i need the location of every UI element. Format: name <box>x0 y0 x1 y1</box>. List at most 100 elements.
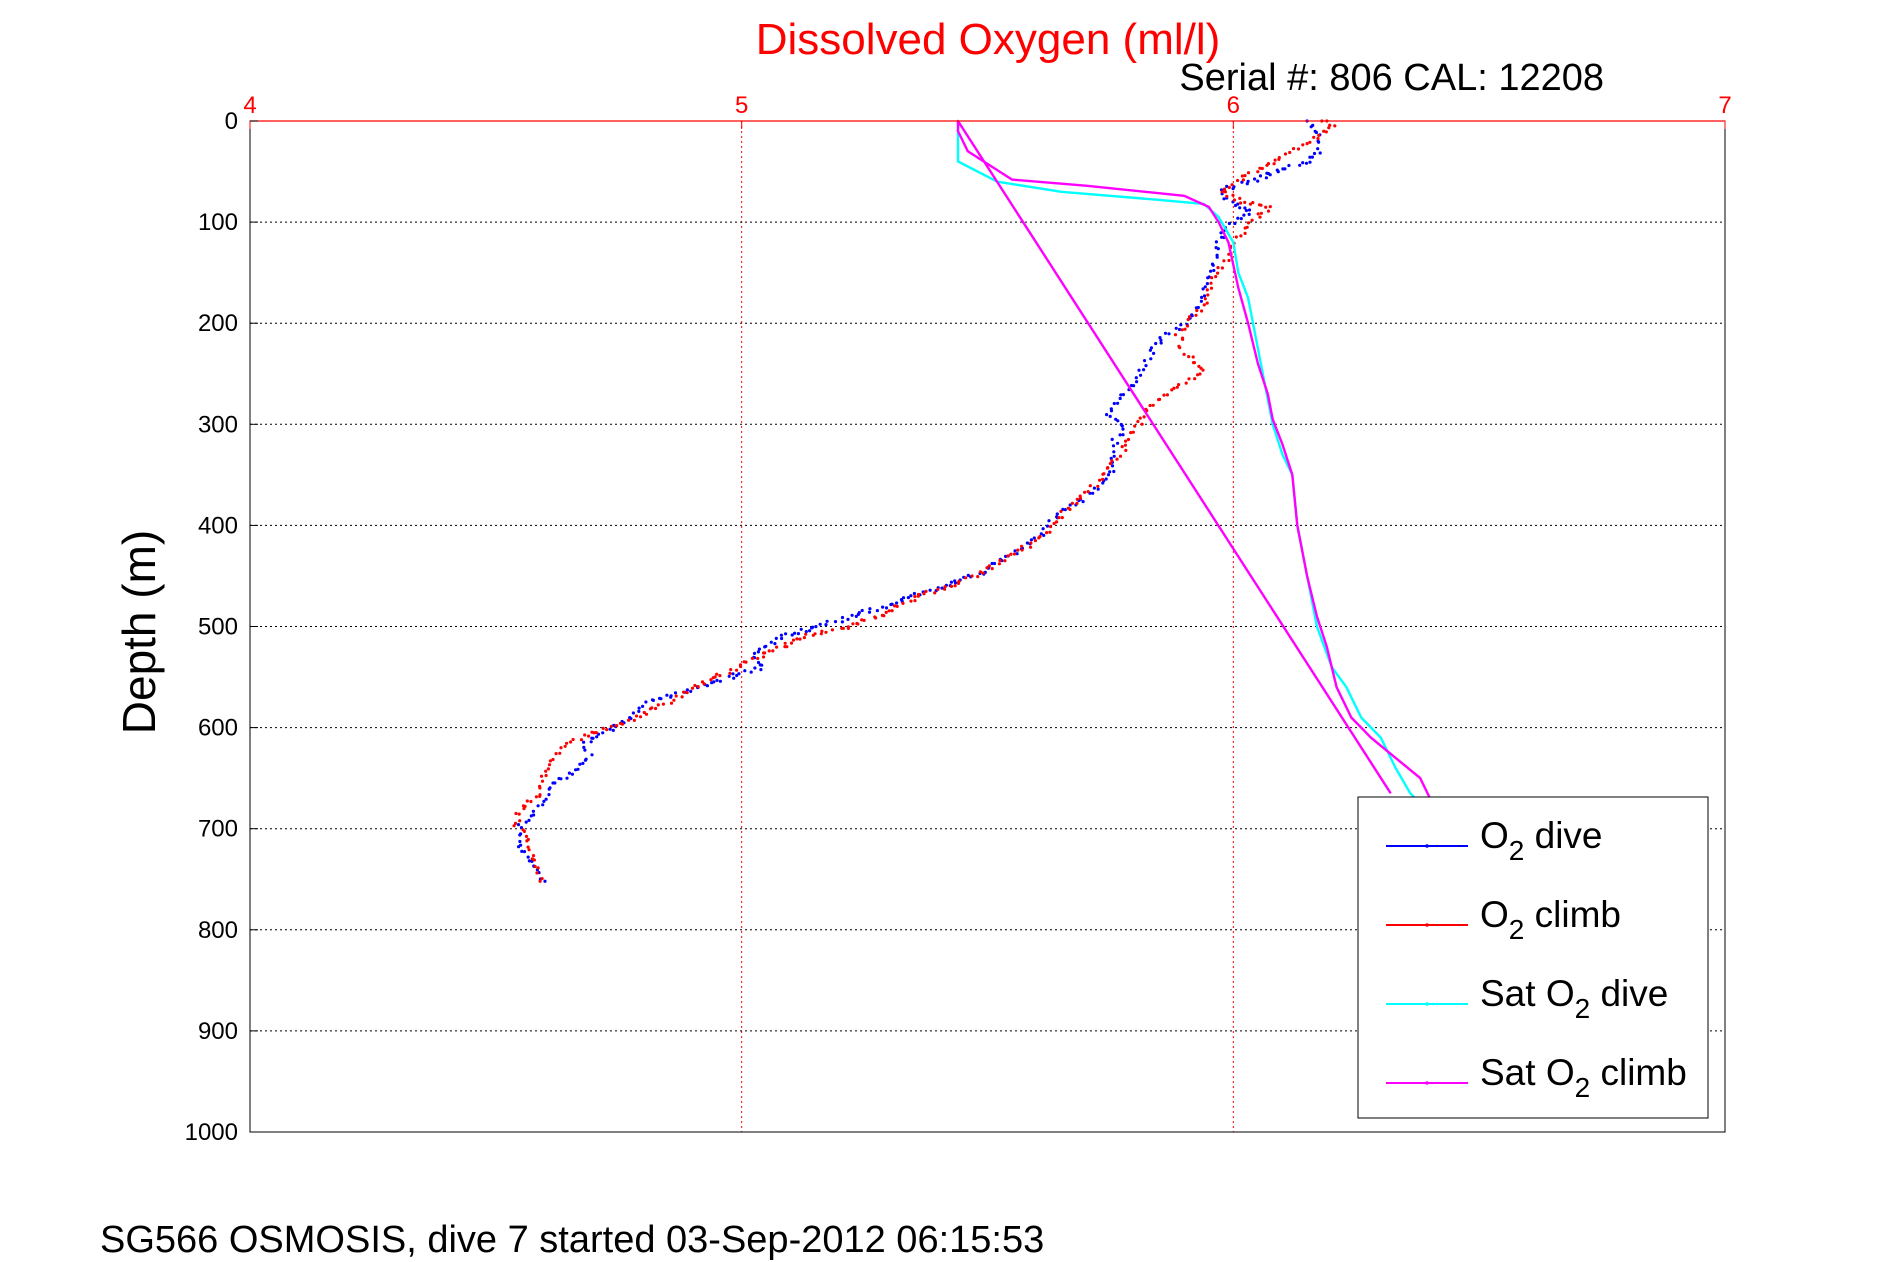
x-tick-label: 7 <box>1718 92 1731 119</box>
data-point <box>744 660 748 664</box>
data-point <box>940 586 944 590</box>
x-tick-label: 6 <box>1227 92 1240 119</box>
data-point <box>547 787 551 791</box>
data-point <box>1236 216 1240 220</box>
data-point <box>981 571 985 575</box>
data-point <box>631 711 636 715</box>
data-point <box>1260 166 1264 171</box>
data-point <box>1268 205 1272 209</box>
data-point <box>1116 401 1120 405</box>
data-point <box>1177 383 1181 387</box>
data-point <box>899 598 904 602</box>
data-point <box>1310 155 1314 159</box>
data-point <box>1227 221 1231 226</box>
legend-box <box>1357 796 1709 1119</box>
data-point <box>1173 333 1178 337</box>
data-point <box>1291 147 1296 151</box>
data-point <box>1154 341 1158 346</box>
data-point <box>789 641 794 645</box>
data-point <box>1312 135 1316 139</box>
data-point <box>590 730 594 734</box>
data-point <box>1149 357 1153 361</box>
data-point <box>548 759 553 763</box>
data-point <box>711 676 715 680</box>
data-point <box>1273 158 1277 162</box>
data-point <box>1110 437 1114 441</box>
data-point <box>1130 383 1134 388</box>
data-point <box>1246 221 1251 225</box>
data-marks <box>512 119 1432 883</box>
data-point <box>1142 359 1147 363</box>
data-point <box>1152 351 1156 355</box>
data-point <box>804 630 808 634</box>
data-point <box>1016 548 1020 552</box>
data-point <box>943 587 947 591</box>
data-point <box>1045 531 1049 535</box>
data-point <box>518 833 522 837</box>
data-point <box>1042 533 1046 538</box>
data-point <box>799 627 803 631</box>
data-point <box>1209 286 1214 290</box>
data-point <box>1210 276 1214 280</box>
data-point <box>1216 271 1220 275</box>
data-point <box>924 589 928 594</box>
data-point <box>966 573 970 578</box>
data-point <box>953 581 958 585</box>
data-point <box>1151 403 1155 407</box>
data-point <box>804 632 808 636</box>
data-point <box>1301 161 1305 165</box>
data-point <box>1328 123 1332 127</box>
data-point <box>1298 163 1302 167</box>
data-point <box>1243 200 1247 204</box>
data-point <box>990 567 994 571</box>
data-point <box>1199 299 1203 303</box>
data-point <box>1139 373 1143 377</box>
data-point <box>1096 484 1100 488</box>
data-point <box>669 701 674 705</box>
data-point <box>1201 287 1205 291</box>
data-point <box>1205 288 1209 292</box>
data-point <box>530 857 534 861</box>
data-point <box>1250 218 1254 222</box>
data-point <box>1225 194 1229 198</box>
data-point <box>884 606 889 610</box>
data-point <box>1209 281 1213 285</box>
data-point <box>1248 202 1253 206</box>
data-point <box>644 712 649 716</box>
data-point <box>1258 166 1262 170</box>
data-point <box>1108 461 1112 466</box>
data-point <box>541 803 545 807</box>
data-point <box>569 740 573 744</box>
data-point <box>526 855 530 859</box>
data-point <box>1133 424 1137 428</box>
data-point <box>1196 373 1200 377</box>
data-point <box>685 688 690 692</box>
data-point <box>846 617 850 622</box>
data-point <box>1013 549 1017 553</box>
data-point <box>790 633 794 637</box>
data-point <box>964 576 968 580</box>
data-point <box>760 663 764 667</box>
data-point <box>913 599 917 603</box>
data-point <box>1158 336 1162 340</box>
data-point <box>949 584 954 589</box>
data-point <box>1215 255 1219 259</box>
data-point <box>728 671 732 676</box>
data-point <box>589 740 593 744</box>
data-point <box>840 615 845 620</box>
data-point <box>644 700 648 704</box>
data-point <box>913 594 917 599</box>
data-point <box>1149 346 1153 350</box>
data-point <box>1305 142 1309 146</box>
data-point <box>518 839 522 844</box>
data-point <box>1243 231 1247 235</box>
data-point <box>1308 140 1312 144</box>
data-point <box>1239 234 1243 238</box>
data-point <box>1179 323 1183 327</box>
data-point <box>583 733 587 737</box>
data-point <box>1112 450 1116 454</box>
data-point <box>658 696 662 701</box>
chart-subtitle: Serial #: 806 CAL: 12208 <box>1179 57 1604 99</box>
data-point <box>1112 401 1116 406</box>
